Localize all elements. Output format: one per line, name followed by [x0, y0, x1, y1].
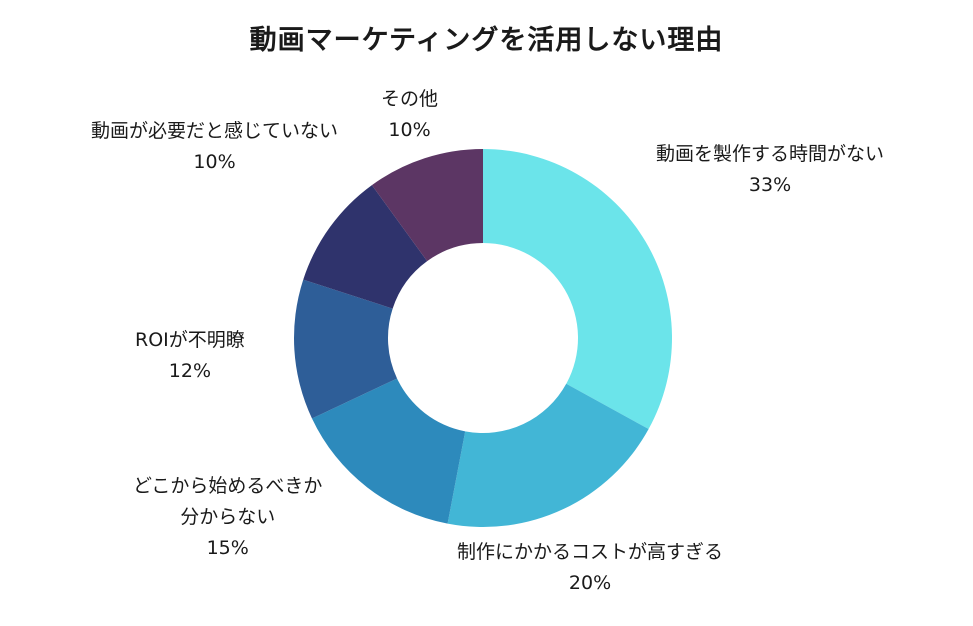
slice-label-text: どこから始めるべきか	[133, 475, 323, 497]
slice-label-5: その他 10%	[381, 84, 438, 146]
slice-label-0: 動画を製作する時間がない 33%	[656, 139, 884, 201]
slice-label-text: ROIが不明瞭	[135, 329, 245, 351]
donut-slice-4	[303, 185, 428, 309]
slice-value-label: 10%	[193, 151, 236, 173]
donut-slice-5	[371, 149, 483, 262]
slice-label-2: どこから始めるべきか 分からない 15%	[133, 471, 322, 564]
slice-label-4: 動画が必要だと感じていない 10%	[91, 116, 338, 178]
slice-label-text: 分からない	[180, 506, 276, 528]
slice-value-label: 33%	[748, 174, 792, 196]
donut-slice-0	[483, 149, 672, 430]
slice-label-text: その他	[381, 88, 439, 110]
donut-slice-3	[294, 279, 398, 419]
slice-label-1: 制作にかかるコストが高すぎる 20%	[457, 537, 723, 599]
slice-value-label: 20%	[568, 572, 612, 594]
slice-label-3: ROIが不明瞭 12%	[135, 325, 245, 387]
slice-value-label: 15%	[206, 537, 249, 559]
donut-slice-1	[447, 383, 649, 527]
slice-label-text: 動画を製作する時間がない	[656, 143, 885, 165]
slice-label-text: 制作にかかるコストが高すぎる	[457, 541, 724, 563]
slice-value-label: 12%	[168, 360, 211, 382]
donut-slice-2	[311, 378, 466, 524]
slice-value-label: 10%	[388, 119, 431, 141]
chart-title: 動画マーケティングを活用しない理由	[249, 25, 724, 56]
slice-label-text: 動画が必要だと感じていない	[91, 120, 339, 142]
